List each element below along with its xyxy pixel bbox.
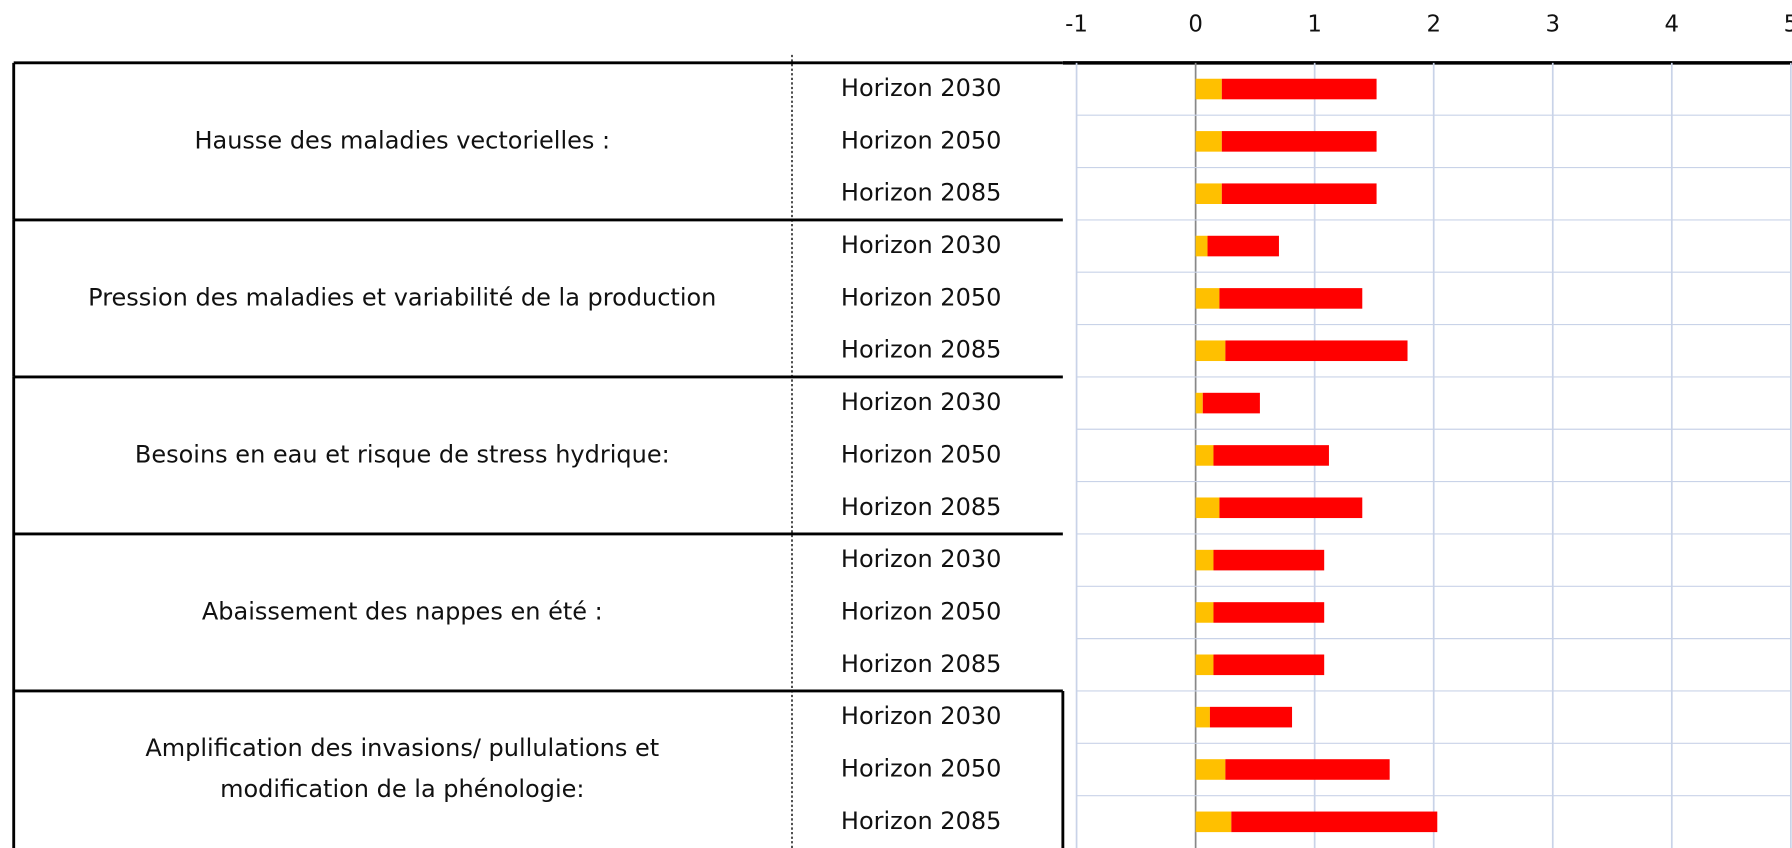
bar-segment [1195,811,1232,833]
row-label: Horizon 2030 [841,74,1001,102]
x-tick-label: -1 [1065,12,1088,38]
x-tick-label: 3 [1545,12,1560,38]
group-label: Amplification des invasions/ pullulation… [145,734,659,762]
bar-segment [1195,183,1222,204]
group-label: Besoins en eau et risque de stress hydri… [135,440,670,468]
bar-segment [1225,340,1408,362]
bar-segment [1207,235,1279,257]
bar-segment [1195,602,1214,623]
bar-segment [1209,706,1293,728]
row-label: Horizon 2030 [841,231,1001,259]
row-label: Horizon 2050 [841,440,1001,468]
row-label: Horizon 2085 [841,807,1001,835]
row-label: Horizon 2085 [841,179,1001,207]
x-tick-label: 0 [1188,12,1203,38]
x-tick-label: 5 [1784,12,1792,38]
bar-segment [1231,811,1438,833]
row-label: Horizon 2085 [841,650,1001,678]
bar-segment [1195,497,1220,519]
row-label: Horizon 2050 [841,597,1001,625]
bar-segment [1195,78,1222,100]
bar-segment [1195,235,1208,257]
x-tick-label: 4 [1665,12,1680,38]
bar-segment [1195,549,1214,571]
row-label: Horizon 2030 [841,388,1001,416]
row-label: Horizon 2050 [841,283,1001,311]
bar-segment [1195,445,1214,466]
x-tick-label: 2 [1426,12,1441,38]
bar-segment [1219,497,1363,519]
bar-segment [1221,78,1377,100]
bar-segment [1213,602,1325,623]
group-label: Abaissement des nappes en été : [202,597,603,625]
row-label: Horizon 2050 [841,754,1001,782]
bar-segment [1195,288,1220,309]
bar-segment [1202,392,1260,414]
group-label: Pression des maladies et variabilité de … [88,283,716,311]
row-label: Horizon 2085 [841,336,1001,364]
bar-segment [1195,131,1222,152]
row-label: Horizon 2085 [841,493,1001,521]
bar-segment [1219,288,1363,309]
bar-segment [1213,654,1325,676]
bar-segment [1195,759,1226,780]
bar-segment [1225,759,1390,780]
x-tick-label: 1 [1307,12,1322,38]
bar-segment [1195,340,1226,362]
row-label: Horizon 2030 [841,702,1001,730]
row-label: Horizon 2050 [841,126,1001,154]
bar-segment [1213,445,1329,466]
row-label: Horizon 2030 [841,545,1001,573]
group-label: Hausse des maladies vectorielles : [194,126,610,154]
bar-segment [1221,183,1377,204]
bar-segment [1195,654,1214,676]
bar-segment [1195,706,1210,728]
bar-segment [1195,392,1203,414]
group-label: modification de la phénologie: [220,775,584,803]
bar-segment [1213,549,1325,571]
bar-segment [1221,131,1377,152]
